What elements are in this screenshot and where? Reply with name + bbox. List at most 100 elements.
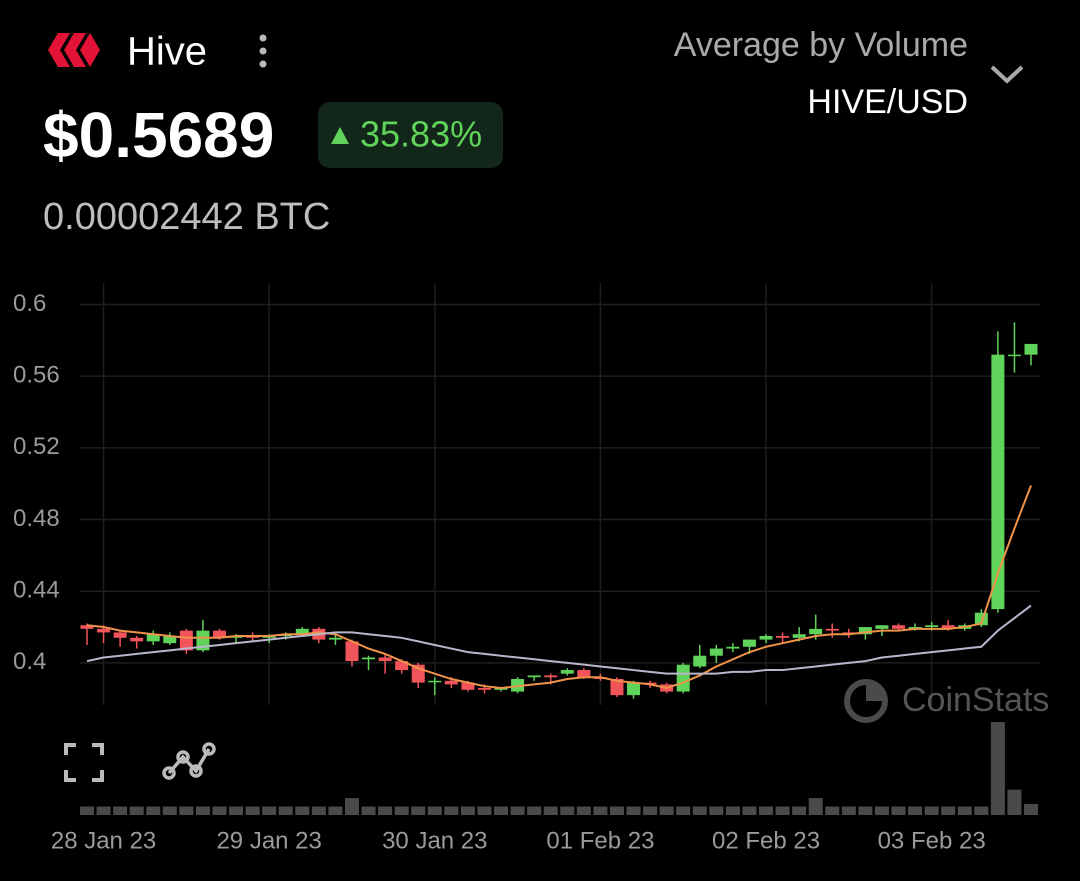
volume-bar [825,806,840,815]
volume-bar [262,806,277,815]
volume-bar [759,806,774,815]
candle-body [709,648,723,656]
y-tick-label: 0.52 [13,433,60,460]
volume-bar [378,806,393,815]
average-mode[interactable]: Average by Volume [674,26,968,64]
volume-bar [129,806,144,815]
moving-average-line [86,485,1032,690]
x-tick-label: 29 Jan 23 [216,827,321,854]
watermark-text: CoinStats [902,681,1049,719]
volume-bar [1024,804,1038,815]
volume-bar [527,806,542,815]
up-arrow [331,127,349,144]
volume-bar [80,806,94,815]
volume-bar [427,806,442,815]
volume-bar [874,806,889,815]
menu-button[interactable] [259,34,267,68]
y-tick-label: 0.56 [13,362,60,389]
candle-body [577,670,591,678]
candle-body [212,630,226,638]
volume-bar [593,806,608,815]
candle-body [97,628,111,633]
x-tick-label: 03 Feb 23 [878,827,986,854]
volume-bar [990,722,1005,815]
volume-bar [162,806,177,815]
y-tick-label: 0.48 [13,505,60,532]
candle-body [809,628,823,635]
volume-bar [858,806,873,815]
watermark [844,679,888,723]
candle-body [444,680,458,685]
x-tick-label: 01 Feb 23 [546,827,654,854]
chart: 0.4 0.44 0.48 0.52 0.56 0.6 28 Jan 23 29 Jan 23… [13,283,1040,854]
candle-body [742,639,756,647]
volume-bar [460,806,475,815]
volume-bar [775,806,790,815]
candle-body [1007,354,1021,357]
coin-name: Hive [127,30,207,74]
volume-bar [941,806,956,815]
candle-body [477,687,491,690]
volume-bar [411,806,426,815]
volume-bar [278,806,293,815]
candle-body [130,637,144,642]
volume-bar [146,806,161,815]
candle-body [527,675,541,678]
candle-body [759,636,773,640]
candle-body [461,682,475,690]
price: $0.5689 [43,99,274,171]
fullscreen-button[interactable] [64,743,104,782]
volume-bar [245,806,260,815]
volume-bar [229,806,244,815]
volume-bar [742,806,757,815]
candle-body [560,670,574,674]
candle-body [991,354,1005,610]
candle-body [362,657,376,660]
pair[interactable]: HIVE/USD [807,83,968,121]
candle-body [113,632,127,638]
volume-bar [808,798,823,815]
candle-body [146,634,160,642]
moving-average-line [86,604,1032,675]
volume-bar [891,806,906,815]
candle-body [726,646,740,649]
volume-bar [295,806,310,815]
candle-body [892,625,906,629]
dropdown-chevron[interactable] [990,65,1024,84]
candle-body [80,625,94,629]
volume-bar [494,806,509,815]
volume-bar [792,806,807,815]
volume-bar [643,806,658,815]
volume-bar [543,806,558,815]
x-tick-label: 02 Feb 23 [712,827,820,854]
candle-body [925,625,939,628]
volume-bar [924,806,939,815]
volume-bar [560,806,575,815]
candle-body [676,664,690,692]
volume-bar [659,806,674,815]
hive-logo [48,33,100,67]
volume-bar [1007,789,1022,815]
candle-body [858,627,872,635]
volume-bar [908,806,923,815]
candle-body [693,655,707,667]
line-mode-button[interactable] [162,742,216,780]
candle-body [875,625,889,629]
y-tick-label: 0.4 [13,648,46,675]
volume-bar [96,806,111,815]
volume-bar [113,806,128,815]
candle-body [941,625,955,629]
candle-body [544,675,558,678]
volume-bar [609,806,624,815]
volume-bar [195,806,210,815]
candle-body [776,636,790,638]
volume-bar [692,806,707,815]
x-tick-label: 28 Jan 23 [51,827,156,854]
change: 35.83% [360,114,482,155]
candle-body [345,641,359,662]
volume-bar [676,806,691,815]
volume-bar [344,798,359,815]
y-tick-label: 0.44 [13,577,60,604]
candle-body [163,636,177,644]
volume-bar [725,806,740,815]
